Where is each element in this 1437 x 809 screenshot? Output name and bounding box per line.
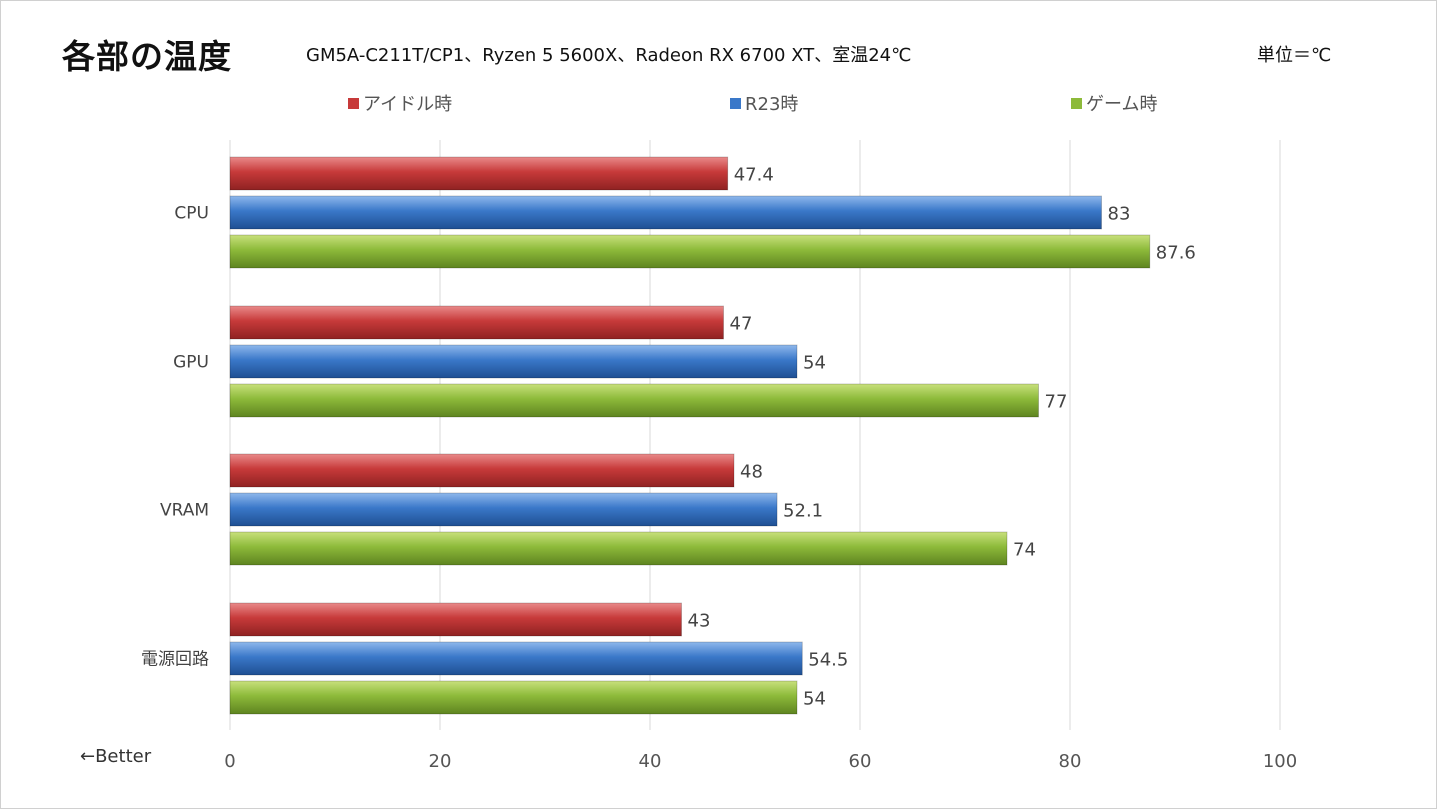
better-note: ←Better xyxy=(80,746,152,767)
chart-subtitle: GM5A-C211T/CP1、Ryzen 5 5600X、Radeon RX 6… xyxy=(306,45,912,66)
legend-r23-swatch xyxy=(730,97,741,109)
legend-idle: アイドル時 xyxy=(348,90,452,116)
chart-title: 各部の温度 xyxy=(62,37,232,76)
legend-game: ゲーム時 xyxy=(1071,90,1157,116)
legend-idle-swatch xyxy=(348,97,359,109)
legend-idle-label: アイドル時 xyxy=(363,94,453,115)
legend-game-label: ゲーム時 xyxy=(1086,94,1158,115)
legend-r23-label: R23時 xyxy=(745,94,799,115)
legend-r23: R23時 xyxy=(730,90,798,116)
legend-game-swatch xyxy=(1071,97,1082,109)
unit-label: 単位＝℃ xyxy=(1257,45,1332,66)
